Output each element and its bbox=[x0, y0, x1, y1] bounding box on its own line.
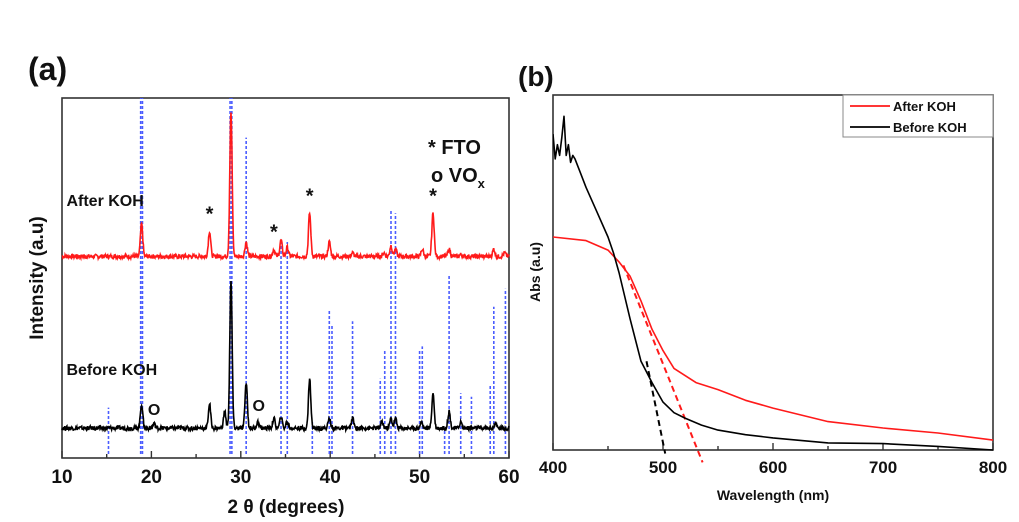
legend-vox-text: o VO bbox=[431, 165, 478, 187]
panel-b-label: (b) bbox=[518, 61, 554, 92]
x-tick-label: 800 bbox=[979, 458, 1007, 477]
before-koh-line bbox=[553, 115, 993, 451]
legend: After KOH Before KOH bbox=[842, 94, 994, 138]
annotation: * bbox=[306, 185, 314, 207]
x-tick-label: 600 bbox=[759, 458, 787, 477]
x-tick-label: 60 bbox=[498, 467, 519, 488]
annotation: * bbox=[206, 203, 214, 225]
legend-vox: o VOx bbox=[431, 165, 486, 191]
after-koh-line bbox=[553, 236, 993, 441]
x-tick-label: 400 bbox=[539, 458, 567, 477]
x-tick-label: 30 bbox=[230, 467, 251, 488]
panel-a-plot: 10 20 30 40 50 60 After KOH Before KOH * * * * O O bbox=[51, 97, 520, 488]
tangent-line bbox=[622, 265, 704, 463]
legend-vox-subscript: x bbox=[478, 176, 486, 191]
x-tick-label: 700 bbox=[869, 458, 897, 477]
legend-label: After KOH bbox=[893, 99, 956, 114]
x-tick-label: 50 bbox=[409, 467, 430, 488]
panel-b-plot: 400 500 600 700 800 After KOH Before KOH bbox=[539, 94, 1007, 477]
panel-b-ylabel: Abs (a.u) bbox=[527, 242, 543, 302]
annotation: After KOH bbox=[66, 193, 143, 210]
panel-a-xlabel: 2 θ (degrees) bbox=[228, 497, 345, 518]
annotation: Before KOH bbox=[66, 362, 157, 379]
legend-fto: * FTO bbox=[428, 137, 481, 159]
panel-b-xlabel: Wavelength (nm) bbox=[717, 487, 829, 503]
x-tick-label: 500 bbox=[649, 458, 677, 477]
x-tick-label: 20 bbox=[141, 467, 162, 488]
x-tick-label: 10 bbox=[51, 467, 72, 488]
after-koh-line bbox=[61, 112, 510, 262]
annotation: * bbox=[429, 185, 437, 207]
x-tick-label: 40 bbox=[320, 467, 341, 488]
before-koh-line bbox=[61, 280, 510, 434]
legend-box bbox=[842, 94, 994, 138]
annotation: * bbox=[270, 221, 278, 243]
tangent-line bbox=[645, 361, 667, 454]
annotation: O bbox=[252, 398, 264, 415]
annotation: O bbox=[148, 402, 160, 419]
panel-a-ylabel: Intensity (a.u) bbox=[27, 216, 48, 340]
panel-a-label: (a) bbox=[28, 51, 67, 87]
legend-label: Before KOH bbox=[893, 120, 967, 135]
